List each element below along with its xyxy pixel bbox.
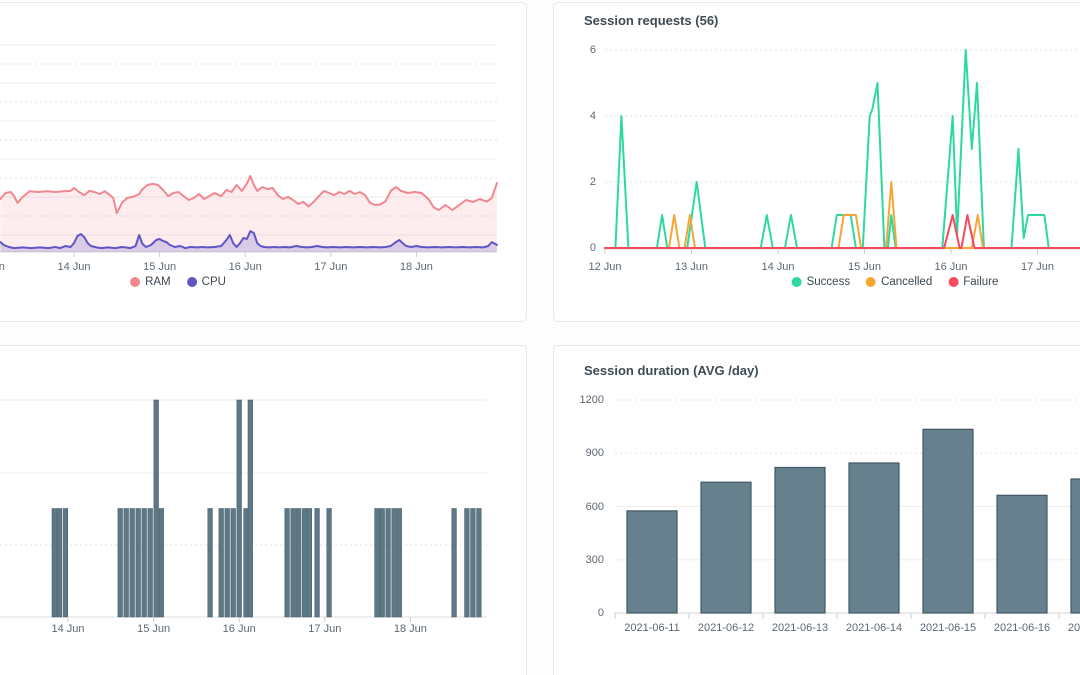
legend-item-ram[interactable]: RAM: [130, 276, 171, 288]
legend-dot-icon: [948, 277, 959, 287]
legend-item-cancelled[interactable]: Cancelled: [866, 276, 932, 288]
legend-dot-icon: [791, 277, 802, 287]
resource-x-tick-label: 15 Jun: [143, 261, 177, 273]
duration-y-tick-label: 900: [585, 447, 604, 460]
duration-y-tick-label: 1200: [579, 394, 604, 406]
session-requests-title: Session requests (56): [584, 13, 719, 28]
requests-y-tick-label: 6: [589, 44, 596, 56]
session-requests-chart[interactable]: [560, 35, 1080, 260]
session-bars-x-tick-label: 17 Jun: [308, 623, 342, 635]
duration-category-label: 2021-06-16: [993, 622, 1051, 634]
resource-x-tick-label: 18 Jun: [399, 261, 433, 273]
duration-y-tick-label: 300: [585, 553, 604, 566]
requests-x-tick-label: 14 Jun: [761, 261, 795, 273]
legend-item-success[interactable]: Success: [791, 276, 851, 288]
duration-category-label: 2021-06-13: [771, 622, 829, 634]
duration-category-label: 2021-06-17: [1067, 622, 1080, 634]
resource-x-tick-label: 13 Jun: [0, 261, 5, 273]
session-duration-title: Session duration (AVG /day): [584, 363, 759, 378]
duration-category-label: 2021-06-15: [919, 622, 977, 634]
legend-item-failure[interactable]: Failure: [948, 276, 998, 288]
duration-category-label: 2021-06-14: [845, 622, 903, 634]
resource-x-tick-label: 17 Jun: [314, 261, 348, 273]
duration-y-tick-label: 600: [585, 500, 604, 513]
requests-x-tick-label: 15 Jun: [847, 261, 882, 273]
legend-label: Cancelled: [881, 276, 933, 288]
requests-y-tick-label: 0: [589, 242, 596, 254]
session-bars-x-tick-label: 18 Jun: [393, 623, 427, 635]
session-bars-x-tick-label: 16 Jun: [222, 623, 256, 635]
requests-x-tick-label: 17 Jun: [1020, 261, 1055, 273]
resource-usage-legend: RAM CPU: [130, 276, 226, 288]
session-duration-chart[interactable]: [560, 390, 1080, 630]
requests-x-tick-label: 16 Jun: [934, 261, 968, 273]
resource-x-tick-label: 16 Jun: [228, 261, 262, 273]
requests-y-tick-label: 4: [589, 110, 596, 122]
legend-label: CPU: [201, 276, 226, 288]
requests-x-tick-label: 12 Jun: [588, 261, 622, 273]
session-bars-x-tick-label: 14 Jun: [51, 623, 85, 635]
legend-label: Success: [806, 276, 851, 288]
legend-dot-icon: [186, 277, 197, 287]
legend-item-cpu[interactable]: CPU: [186, 276, 226, 288]
legend-label: Failure: [963, 276, 999, 288]
resource-x-tick-label: 14 Jun: [57, 261, 91, 273]
legend-dot-icon: [130, 277, 141, 287]
duration-category-label: 2021-06-12: [697, 622, 755, 634]
session-bars-chart[interactable]: [0, 350, 527, 625]
requests-x-tick-label: 13 Jun: [674, 261, 709, 273]
legend-label: RAM: [145, 276, 171, 288]
resource-usage-chart[interactable]: [0, 35, 527, 260]
duration-category-label: 2021-06-11: [624, 622, 680, 634]
card-resource-usage: [0, 2, 527, 322]
card-session-requests: Session requests (56): [553, 2, 1080, 322]
session-requests-legend: Success Cancelled Failure: [791, 276, 998, 288]
session-bars-x-tick-label: 15 Jun: [137, 623, 171, 635]
duration-y-tick-label: 0: [597, 607, 604, 619]
requests-y-tick-label: 2: [589, 176, 596, 188]
legend-dot-icon: [866, 277, 877, 287]
